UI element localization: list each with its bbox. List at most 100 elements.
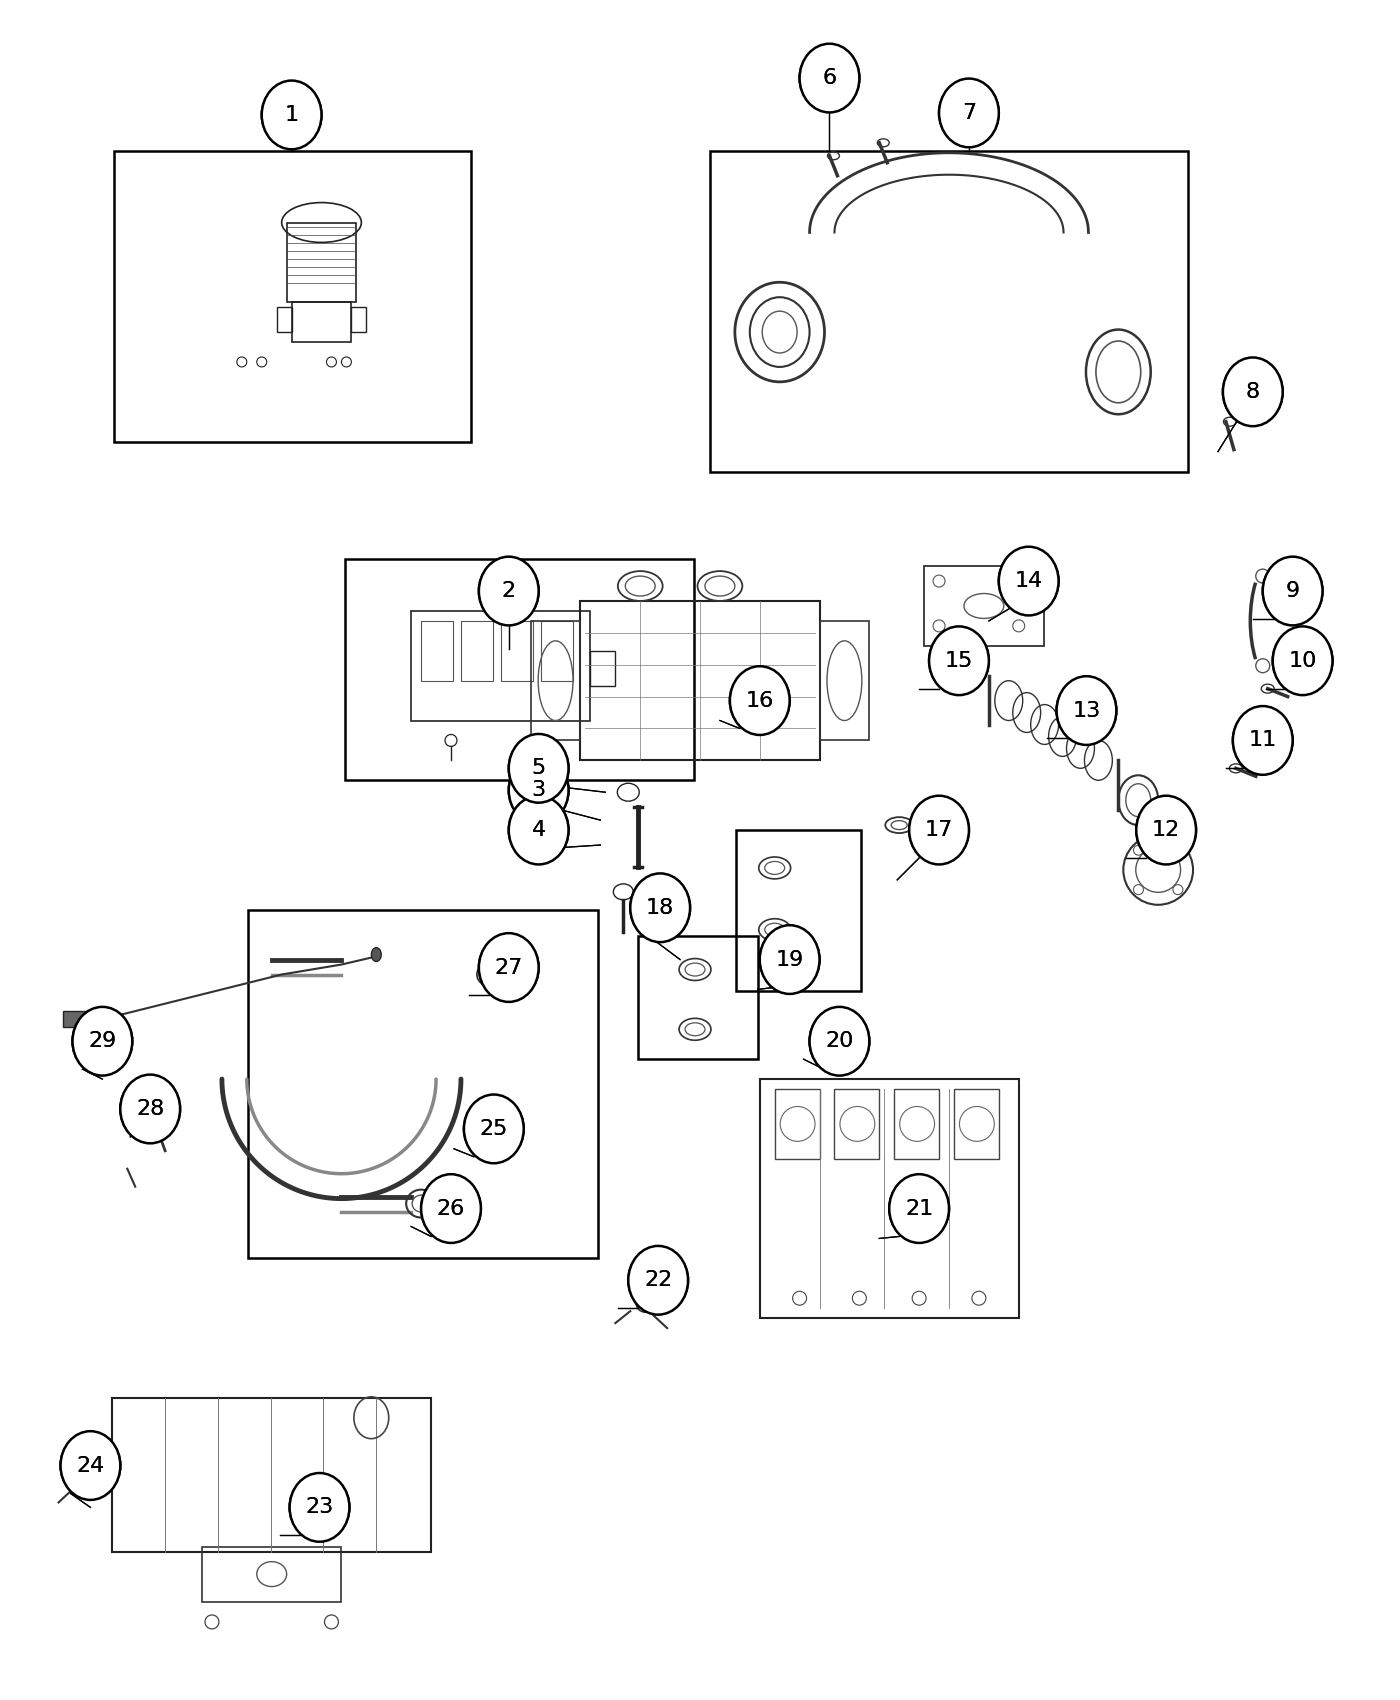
Text: 2: 2 [501, 581, 515, 602]
Text: 22: 22 [644, 1270, 672, 1290]
Text: 10: 10 [1288, 651, 1317, 672]
Ellipse shape [939, 80, 998, 146]
Ellipse shape [421, 1176, 480, 1241]
Text: 9: 9 [1285, 581, 1299, 602]
Bar [112, 1397, 431, 1552]
Ellipse shape [371, 947, 381, 962]
Ellipse shape [421, 1175, 480, 1243]
Bar [412, 610, 591, 721]
Bar [202, 1547, 342, 1601]
Ellipse shape [729, 666, 790, 734]
Ellipse shape [630, 876, 690, 940]
Text: 19: 19 [776, 950, 804, 969]
Bar [819, 620, 869, 741]
Bar [895, 1090, 939, 1159]
Text: 9: 9 [1285, 581, 1299, 602]
Ellipse shape [998, 547, 1058, 614]
Ellipse shape [629, 1248, 687, 1312]
Ellipse shape [120, 1076, 181, 1142]
Text: 13: 13 [1072, 700, 1100, 721]
Ellipse shape [1137, 796, 1196, 864]
Text: 21: 21 [904, 1198, 934, 1219]
Text: 12: 12 [1152, 819, 1180, 840]
Bar [736, 830, 861, 991]
Bar [291, 303, 351, 342]
Text: 6: 6 [822, 68, 837, 88]
Text: 17: 17 [925, 819, 953, 840]
Bar [581, 602, 819, 760]
Bar [277, 308, 291, 332]
Ellipse shape [998, 547, 1058, 615]
Bar [540, 620, 573, 680]
Ellipse shape [479, 556, 539, 626]
Text: 28: 28 [136, 1098, 164, 1119]
Text: 18: 18 [645, 898, 675, 918]
Ellipse shape [729, 668, 790, 733]
Bar [591, 651, 616, 685]
Text: 19: 19 [776, 950, 804, 969]
Ellipse shape [73, 1008, 132, 1074]
Text: 14: 14 [1015, 571, 1043, 592]
Bar [924, 566, 1043, 646]
Ellipse shape [290, 1474, 350, 1540]
Ellipse shape [508, 734, 568, 802]
Bar [248, 910, 598, 1258]
Ellipse shape [508, 736, 568, 801]
Bar [421, 620, 454, 680]
Bar [63, 1012, 102, 1027]
Ellipse shape [120, 1074, 181, 1144]
Ellipse shape [60, 1431, 120, 1499]
Text: 3: 3 [532, 780, 546, 801]
Text: 11: 11 [1249, 731, 1277, 750]
Ellipse shape [73, 1006, 132, 1076]
Text: 25: 25 [480, 1119, 508, 1139]
Text: 24: 24 [77, 1455, 105, 1476]
Bar [834, 1090, 879, 1159]
Text: 4: 4 [532, 819, 546, 840]
Ellipse shape [262, 80, 322, 150]
Text: 15: 15 [945, 651, 973, 672]
Text: 13: 13 [1072, 700, 1100, 721]
Text: 27: 27 [494, 957, 522, 977]
Text: 1: 1 [284, 105, 298, 124]
Ellipse shape [463, 1095, 524, 1163]
Text: 12: 12 [1152, 819, 1180, 840]
Ellipse shape [508, 796, 568, 864]
Text: 29: 29 [88, 1032, 116, 1051]
Text: 26: 26 [437, 1198, 465, 1219]
Ellipse shape [1233, 707, 1292, 774]
Bar [115, 151, 470, 442]
Text: 18: 18 [645, 898, 675, 918]
Ellipse shape [290, 1472, 350, 1542]
Text: 29: 29 [88, 1032, 116, 1051]
Ellipse shape [939, 78, 998, 148]
Ellipse shape [262, 82, 322, 148]
Text: 5: 5 [532, 758, 546, 779]
Ellipse shape [479, 933, 539, 1001]
Text: 23: 23 [305, 1498, 333, 1518]
Text: 8: 8 [1246, 382, 1260, 401]
Bar [351, 308, 367, 332]
Bar [287, 223, 357, 303]
Text: 15: 15 [945, 651, 973, 672]
Ellipse shape [479, 935, 539, 1000]
Ellipse shape [1273, 627, 1333, 694]
Ellipse shape [1224, 357, 1282, 427]
Bar [638, 935, 757, 1059]
Bar [501, 620, 532, 680]
Text: 8: 8 [1246, 382, 1260, 401]
Text: 14: 14 [1015, 571, 1043, 592]
Text: 17: 17 [925, 819, 953, 840]
Ellipse shape [799, 46, 860, 110]
Text: 5: 5 [532, 758, 546, 779]
Ellipse shape [463, 1096, 524, 1161]
Text: 28: 28 [136, 1098, 164, 1119]
Bar [461, 620, 493, 680]
Text: 20: 20 [825, 1032, 854, 1051]
Ellipse shape [1057, 677, 1116, 745]
Text: 25: 25 [480, 1119, 508, 1139]
Ellipse shape [909, 797, 969, 864]
Text: 11: 11 [1249, 731, 1277, 750]
Ellipse shape [60, 1433, 120, 1498]
Ellipse shape [760, 927, 819, 993]
